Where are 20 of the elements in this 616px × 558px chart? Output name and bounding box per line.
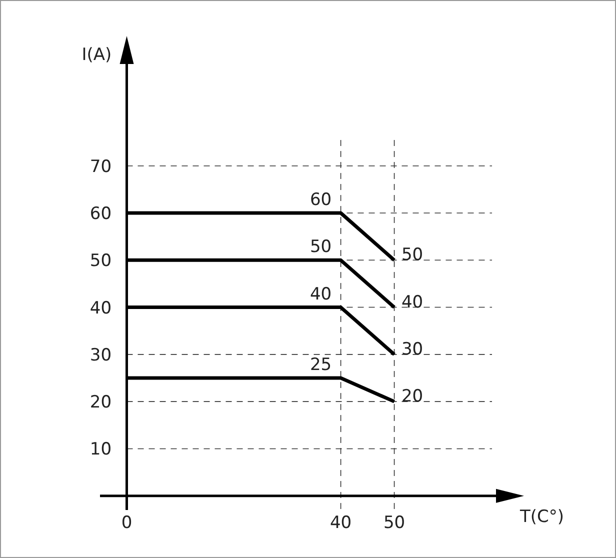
data-label: 40 — [310, 284, 332, 304]
y-tick-label: 20 — [90, 392, 112, 413]
x-tick-label: 0 — [121, 512, 132, 533]
y-tick-label: 50 — [90, 251, 112, 272]
data-label: 50 — [310, 237, 332, 258]
y-tick-label: 70 — [90, 156, 112, 177]
y-axis-title: I(A) — [82, 45, 112, 65]
x-tick-label: 50 — [383, 512, 406, 533]
y-tick-label: 40 — [90, 298, 112, 318]
x-axis-title: T(C°) — [518, 506, 564, 527]
data-label: 60 — [310, 190, 332, 210]
data-label: 25 — [310, 355, 332, 375]
data-label: 40 — [401, 292, 424, 312]
y-tick-label: 10 — [90, 440, 112, 460]
y-tick-label: 60 — [90, 204, 112, 224]
data-label: 50 — [401, 245, 424, 266]
x-tick-label: 40 — [330, 512, 352, 533]
y-tick-label: 30 — [90, 345, 112, 366]
data-label: 30 — [401, 339, 424, 360]
data-label: 20 — [401, 386, 424, 407]
